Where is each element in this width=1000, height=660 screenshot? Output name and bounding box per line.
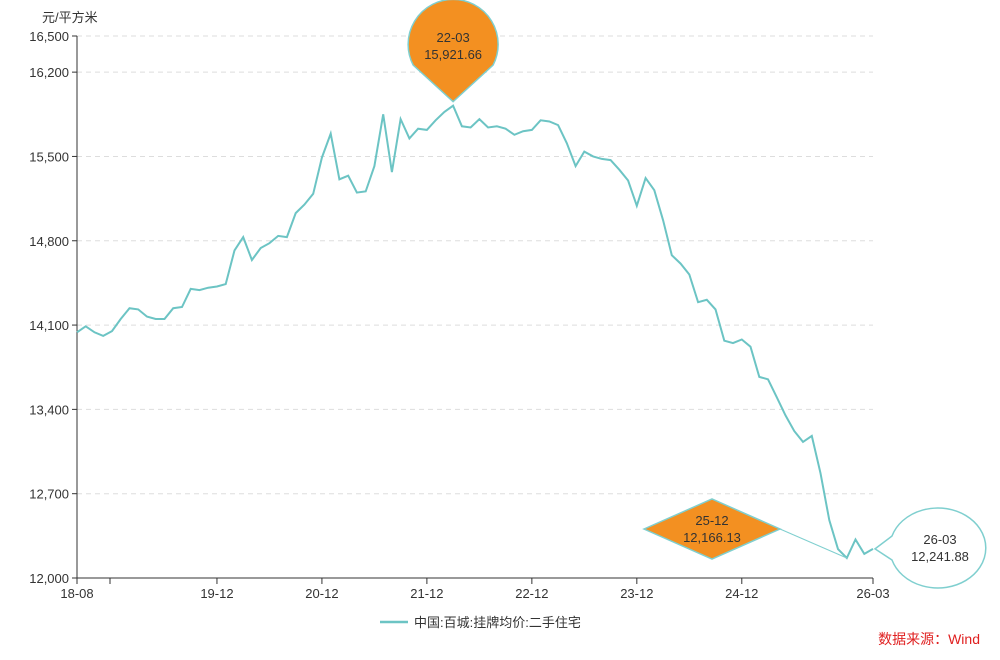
x-tick-label: 20-12 <box>305 586 338 601</box>
annotations: 22-03 15,921.66 25-12 12,166.13 26-03 12,241.… <box>407 0 987 589</box>
x-tick-label: 24-12 <box>725 586 758 601</box>
legend[interactable]: 中国:百城:挂牌均价:二手住宅 <box>380 615 581 630</box>
y-axis-ticks: 12,000 12,700 13,400 14,100 14,800 15,500 16,2… <box>29 29 77 586</box>
annotation-diamond-date: 25-12 <box>695 513 728 528</box>
x-axis-ticks: 18-08 19-12 20-12 21-12 22-12 23-12 24-12 26-03 <box>60 578 890 601</box>
annotation-bubble-date: 26-03 <box>923 532 956 547</box>
y-tick-label: 12,700 <box>29 487 69 502</box>
y-tick-label: 13,400 <box>29 402 69 417</box>
grid-lines <box>77 35 873 495</box>
x-tick-label: 21-12 <box>410 586 443 601</box>
y-tick-label: 16,200 <box>29 65 69 80</box>
annotation-bubble <box>873 507 987 589</box>
annotation-pin-value: 15,921.66 <box>424 47 482 62</box>
x-tick-label: 26-03 <box>856 586 889 601</box>
y-tick-label: 14,100 <box>29 318 69 333</box>
x-tick-label: 23-12 <box>620 586 653 601</box>
x-tick-label: 18-08 <box>60 586 93 601</box>
annotation-bubble-value: 12,241.88 <box>911 549 969 564</box>
legend-label: 中国:百城:挂牌均价:二手住宅 <box>414 615 581 630</box>
annotation-diamond-connector <box>779 528 847 559</box>
y-axis-unit-label: 元/平方米 <box>42 10 98 25</box>
axes <box>76 36 873 579</box>
x-tick-label: 22-12 <box>515 586 548 601</box>
annotation-diamond-value: 12,166.13 <box>683 530 741 545</box>
annotation-pin <box>407 0 499 103</box>
x-tick-label: 19-12 <box>200 586 233 601</box>
y-tick-label: 12,000 <box>29 571 69 586</box>
annotation-pin-date: 22-03 <box>437 30 470 45</box>
series-line <box>76 104 874 560</box>
y-tick-label: 15,500 <box>29 149 69 164</box>
y-tick-label: 14,800 <box>29 234 69 249</box>
annotation-diamond <box>642 498 782 560</box>
y-tick-label: 16,500 <box>29 29 69 44</box>
data-source: 数据来源：Wind <box>878 631 980 647</box>
